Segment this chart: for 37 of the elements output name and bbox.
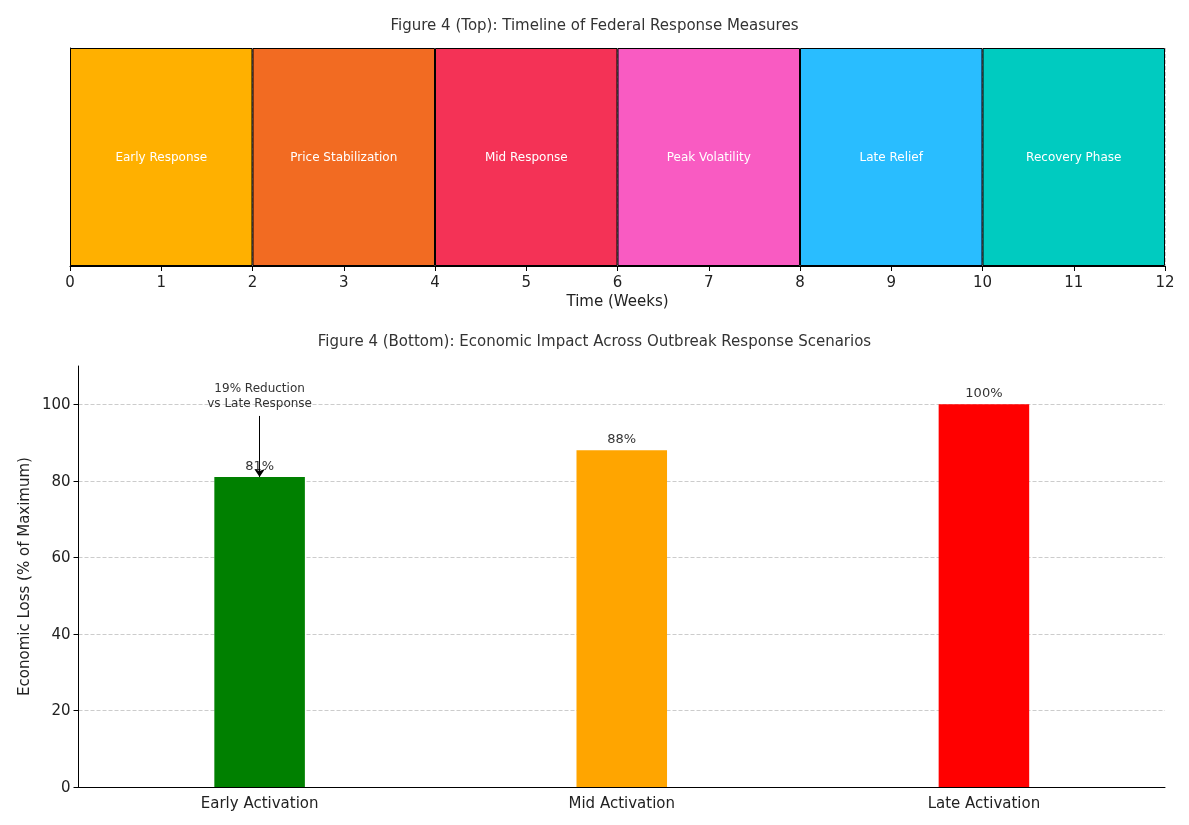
series-label: Mid Response [484, 150, 568, 164]
y-tick-label: 40 [51, 624, 71, 643]
x-axis-title: Time (Weeks) [565, 292, 669, 311]
series-label: Recovery Phase [1026, 150, 1122, 164]
x-tick-label: 9 [886, 272, 897, 291]
x-tick-label: 2 [247, 272, 258, 291]
x-tick-label: Early Activation [200, 793, 319, 812]
data-label: 100% [965, 385, 1003, 401]
x-tick-label: 5 [521, 272, 532, 291]
bar [576, 450, 668, 787]
series-label: Peak Volatility [666, 150, 751, 164]
x-tick-label: 7 [703, 272, 714, 291]
annotation: 19% Reduction vs Late Response [207, 381, 312, 411]
x-tick-label: 6 [612, 272, 623, 291]
x-tick-label: 3 [338, 272, 349, 291]
y-tick-label: 20 [51, 701, 71, 720]
x-tick-label: 11 [1064, 272, 1084, 291]
x-tick-label: 4 [430, 272, 440, 291]
y-tick-label: 60 [51, 548, 71, 567]
y-tick-label: 100 [41, 395, 71, 414]
x-tick-label: 10 [972, 272, 993, 291]
bar [938, 404, 1030, 787]
x-tick-label: Late Activation [927, 793, 1041, 812]
series-label: Price Stabilization [290, 150, 398, 164]
bar [214, 476, 305, 787]
series-label: Late Relief [859, 150, 924, 164]
y-axis-title: Economic Loss (% of Maximum) [14, 457, 33, 696]
x-tick-label: Mid Activation [568, 793, 676, 812]
y-tick-label: 0 [60, 778, 71, 796]
x-tick-label: 1 [156, 272, 167, 291]
data-label: 88% [607, 431, 637, 447]
chart-title: Figure 4 (Bottom): Economic Impact Across Outbreak Response Scenarios [317, 331, 872, 350]
chart-title: Figure 4 (Top): Timeline of Federal Response Measures [390, 15, 799, 34]
series-label: Early Response [115, 150, 208, 164]
x-tick-label: 8 [795, 272, 805, 291]
x-tick-label: 12 [1155, 272, 1175, 291]
y-tick-label: 80 [51, 471, 71, 490]
